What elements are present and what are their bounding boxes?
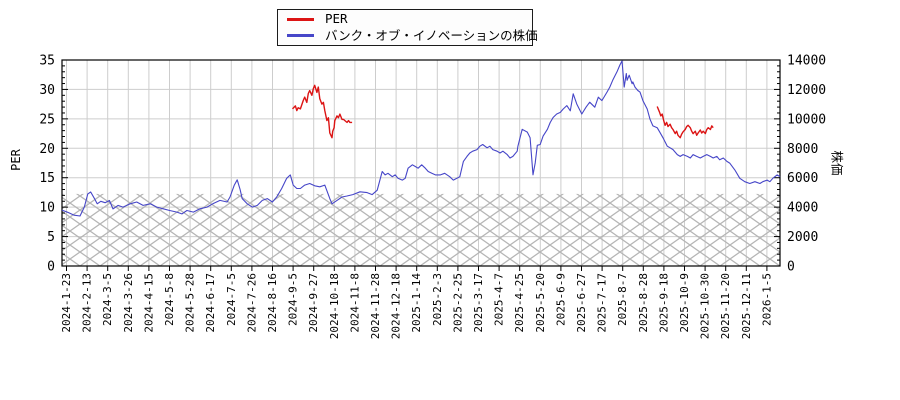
y-left-tick-label: 0 xyxy=(47,260,55,275)
stock-price-line-swatch xyxy=(287,34,314,38)
hatch-band xyxy=(62,193,780,266)
x-tick-label: 2025-5-20 xyxy=(534,273,547,333)
x-tick-label: 2025-8-28 xyxy=(637,273,650,333)
x-tick-label: 2024-11-8 xyxy=(348,273,361,333)
x-tick-label: 2025-3-17 xyxy=(472,273,485,333)
x-tick-label: 2024-3-5 xyxy=(101,273,114,326)
x-tick-label: 2024-5-28 xyxy=(184,273,197,333)
x-tick-label: 2025-6-27 xyxy=(575,273,588,333)
y-left-tick-label: 5 xyxy=(47,230,55,245)
legend-item-stock-price: バンク・オブ・イノベーションの株価 xyxy=(278,28,538,45)
x-tick-label: 2024-11-28 xyxy=(369,273,382,339)
y-right-tick-label: 4000 xyxy=(787,201,818,216)
x-tick-label: 2024-1-23 xyxy=(60,273,73,333)
x-tick-label: 2025-2-25 xyxy=(451,273,464,333)
y-right-tick-label: 0 xyxy=(787,260,795,275)
y-left-tick-label: 20 xyxy=(39,142,55,157)
x-tick-label: 2024-5-8 xyxy=(163,273,176,326)
stock-price-line xyxy=(61,60,781,217)
y-right-tick-label: 6000 xyxy=(787,171,818,186)
x-tick-label: 2025-10-9 xyxy=(678,273,691,333)
x-tick-label: 2024-8-16 xyxy=(266,273,279,333)
y-left-tick-label: 10 xyxy=(39,201,55,216)
x-tick-label: 2025-10-30 xyxy=(699,273,712,339)
y-left-tick-label: 25 xyxy=(39,112,55,127)
y-right-tick-label: 14000 xyxy=(787,54,826,69)
y-right-tick-label: 2000 xyxy=(787,230,818,245)
plot-border xyxy=(61,59,781,267)
per-line-segment xyxy=(291,84,353,139)
x-tick-label: 2024-12-18 xyxy=(390,273,403,339)
x-tick-label: 2025-4-25 xyxy=(513,273,526,333)
y-left-tick-label: 30 xyxy=(39,83,55,98)
x-tick-label: 2024-3-26 xyxy=(122,273,135,333)
right-axis-title: 株価 xyxy=(829,150,845,176)
y-left-tick-label: 15 xyxy=(39,171,55,186)
y-right-tick-label: 10000 xyxy=(787,112,826,127)
x-tick-label: 2024-2-13 xyxy=(81,273,94,333)
x-tick-label: 2025-6-9 xyxy=(554,273,567,326)
x-tick-label: 2024-7-5 xyxy=(225,273,238,326)
chart-legend: PER バンク・オブ・イノベーションの株価 xyxy=(277,9,538,46)
x-tick-label: 2025-1-14 xyxy=(410,273,423,333)
left-axis-title: PER xyxy=(9,149,23,171)
x-tick-label: 2026-1-5 xyxy=(760,273,773,326)
x-tick-label: 2024-7-26 xyxy=(245,273,258,333)
x-tick-label: 2025-4-7 xyxy=(493,273,506,326)
x-tick-label: 2024-6-17 xyxy=(204,273,217,333)
per-line-segment xyxy=(656,106,714,139)
y-left-tick-label: 35 xyxy=(39,54,55,69)
x-tick-label: 2024-10-18 xyxy=(328,273,341,339)
x-tick-label: 2025-11-20 xyxy=(719,273,732,339)
x-tick-label: 2025-9-18 xyxy=(657,273,670,333)
x-tick-label: 2025-7-17 xyxy=(596,273,609,333)
legend-label-per: PER xyxy=(325,11,348,26)
x-tick-label: 2024-9-27 xyxy=(307,273,320,333)
x-tick-label: 2024-9-5 xyxy=(287,273,300,326)
legend-item-per: PER xyxy=(278,11,532,28)
x-tick-label: 2025-12-11 xyxy=(740,273,753,339)
per-line-swatch xyxy=(287,17,314,21)
x-tick-label: 2025-8-7 xyxy=(616,273,629,326)
x-tick-label: 2024-4-15 xyxy=(142,273,155,333)
y-right-tick-label: 12000 xyxy=(787,83,826,98)
y-right-tick-label: 8000 xyxy=(787,142,818,157)
x-tick-label: 2025-2-3 xyxy=(431,273,444,326)
legend-label-stock-price: バンク・オブ・イノベーションの株価 xyxy=(325,27,538,43)
